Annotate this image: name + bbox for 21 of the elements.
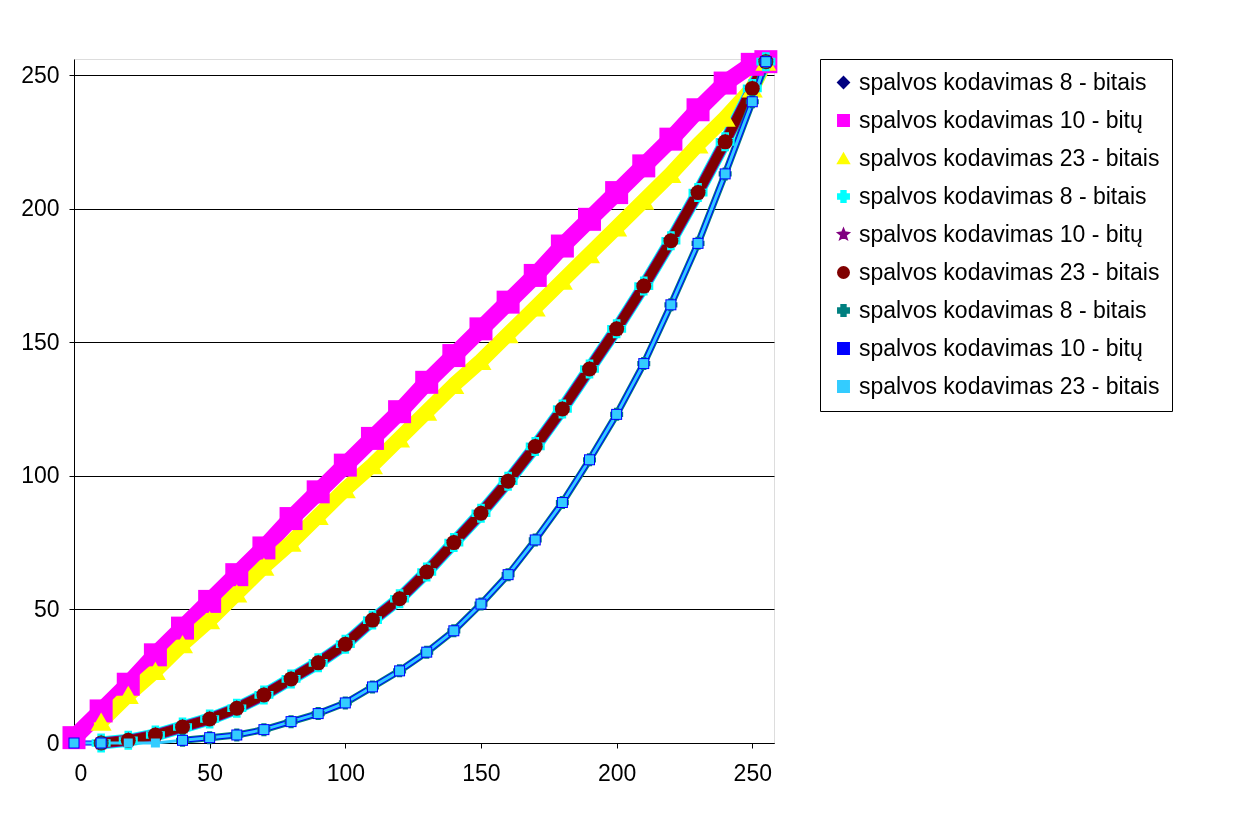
legend-label: spalvos kodavimas 23 - bitais — [859, 372, 1160, 399]
x-tick-label: 100 — [326, 759, 366, 786]
legend-label: spalvos kodavimas 23 - bitais — [859, 144, 1160, 171]
x-tick-label: 50 — [197, 759, 223, 786]
legend-label: spalvos kodavimas 23 - bitais — [859, 258, 1160, 285]
y-tick-label: 50 — [33, 595, 60, 622]
x-tick-label: 250 — [733, 759, 772, 786]
x-tick-label: 200 — [597, 759, 637, 786]
legend-label: spalvos kodavimas 10 - bitų — [859, 334, 1143, 361]
legend-label: spalvos kodavimas 8 - bitais — [859, 296, 1147, 323]
y-tick-label: 200 — [21, 195, 60, 222]
legend-label: spalvos kodavimas 10 - bitų — [859, 220, 1143, 247]
x-tick-label: 0 — [74, 759, 88, 786]
y-tick-label: 150 — [21, 328, 60, 355]
legend-label: spalvos kodavimas 8 - bitais — [859, 68, 1147, 95]
y-tick-label: 0 — [46, 729, 60, 756]
y-tick-label: 250 — [21, 61, 60, 88]
x-tick-label: 150 — [462, 759, 501, 786]
y-tick-label: 100 — [21, 462, 60, 489]
legend-label: spalvos kodavimas 8 - bitais — [859, 182, 1147, 209]
legend-label: spalvos kodavimas 10 - bitų — [859, 106, 1143, 133]
